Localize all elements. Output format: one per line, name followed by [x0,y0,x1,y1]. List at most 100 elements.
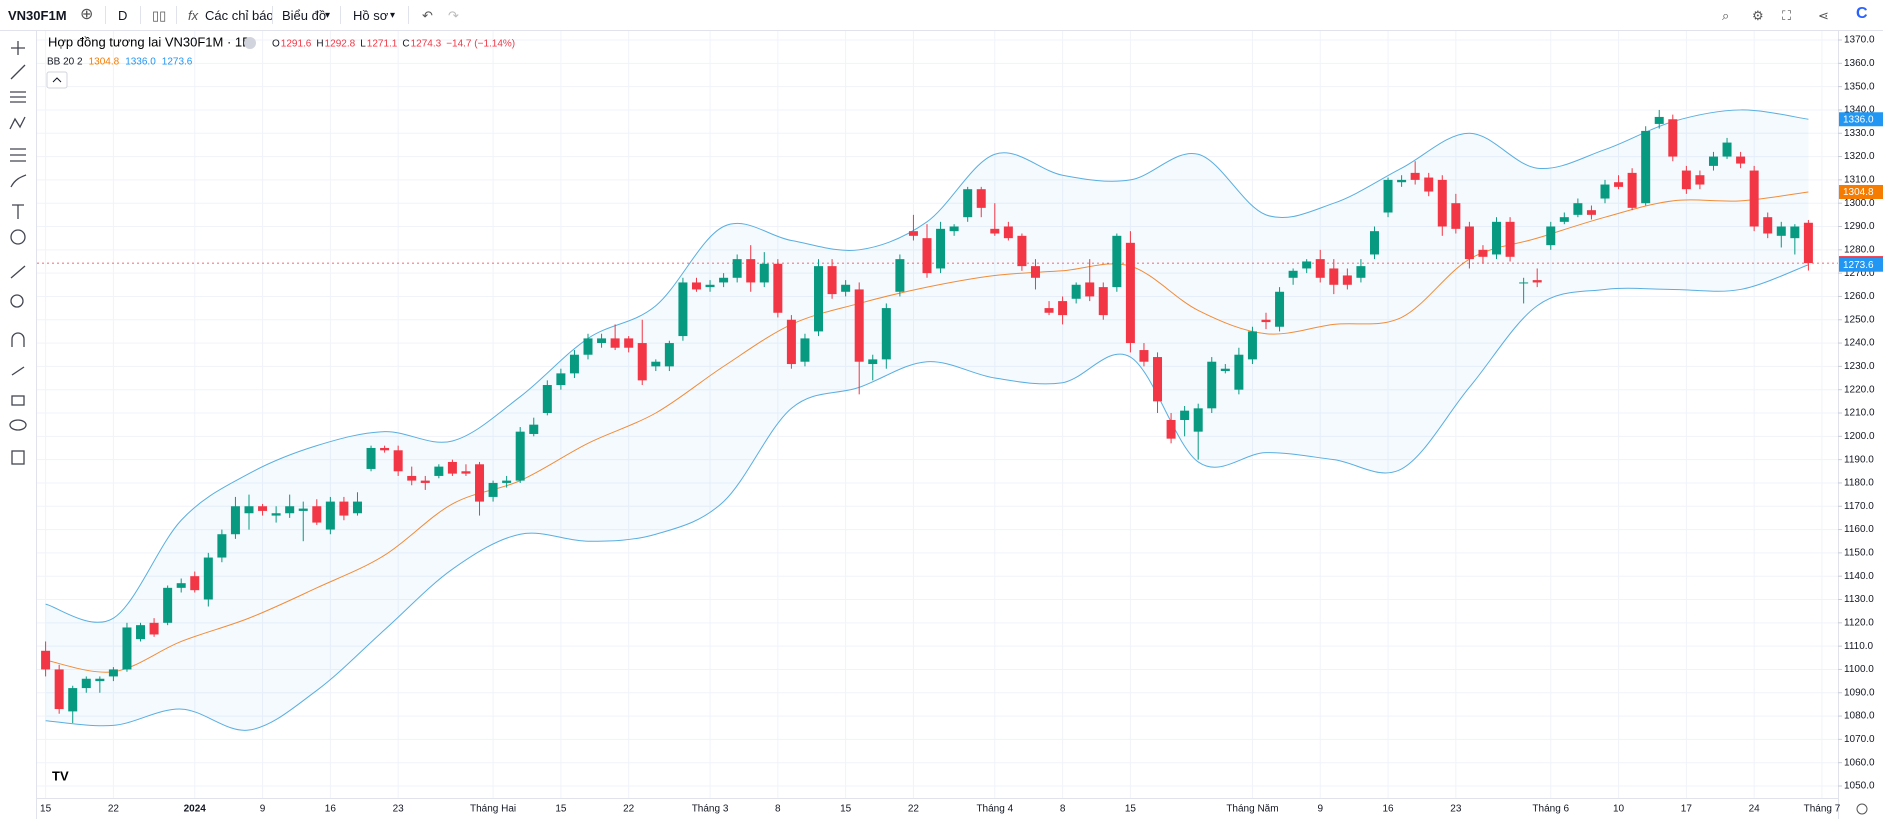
ohlc-value: 1291.6 [281,39,312,50]
settings-corner[interactable] [1856,803,1868,815]
x-tick-label: 23 [393,804,405,815]
interval[interactable]: D [118,8,128,23]
candle-body [1112,235,1122,288]
candle-body [420,480,430,483]
candle-body [529,424,539,434]
candle-body [1492,221,1502,255]
settings[interactable]: ⚙ [1752,8,1764,23]
pattern[interactable] [9,116,26,130]
candle-body [1220,368,1230,372]
text-tool[interactable] [12,204,24,219]
candle-body [285,506,295,514]
y-tick-label: 1050.0 [1844,781,1875,792]
candle-body [502,480,512,483]
brush[interactable] [10,174,27,188]
trash[interactable] [11,450,25,465]
candle-body [1708,156,1718,166]
undo[interactable]: ↶ [422,8,433,23]
candle-body [95,678,105,682]
candle-body [149,622,159,635]
ohlc-letter: C [402,39,409,50]
y-tick-label: 1330.0 [1844,128,1875,139]
x-tick-label: 15 [1125,804,1137,815]
candle-body [122,627,132,670]
bb-upper [45,109,1809,623]
bb-lower [45,264,1809,731]
ruler[interactable] [10,265,26,279]
candle-body [203,557,213,600]
x-tick-label: Tháng 3 [692,804,729,815]
search[interactable]: ⌕ [1722,8,1730,23]
candle-body [136,625,146,640]
lock-draw[interactable] [11,366,25,376]
x-tick-label: 24 [1749,804,1761,815]
candle-body [1519,282,1529,284]
symbol[interactable]: VN30F1M [8,8,67,23]
candle-body [1464,226,1474,260]
visibility[interactable] [9,419,27,431]
fib[interactable] [10,91,26,103]
y-tick-label: 1110.0 [1844,641,1874,652]
menu-chart[interactable]: Biểu đồ [282,8,327,23]
collapse-button[interactable] [46,71,68,89]
candle-body [515,431,525,481]
x-tick-label: Tháng 6 [1532,804,1569,815]
trendline[interactable] [10,64,26,80]
candle-body [108,669,118,677]
ohlc-value: 1271.1 [367,39,398,50]
lock[interactable] [11,395,25,406]
x-tick-label: 2024 [184,804,207,815]
candle-body [312,506,322,523]
menu-indicators[interactable]: Các chỉ báo [205,8,274,23]
candle-body [597,338,607,344]
left-toolbar [0,31,37,819]
magnet[interactable] [11,332,25,347]
ohlc-letter: O [272,39,280,50]
x-tick-label: Tháng Năm [1226,804,1278,815]
candle-body [1627,172,1637,208]
x-tick-label: 15 [555,804,567,815]
candle-body [1030,266,1040,278]
logo: C [1856,5,1868,22]
y-tick-label: 1100.0 [1844,664,1874,675]
crosshair[interactable] [11,41,25,55]
candle-body [583,338,593,355]
candle-body [1600,184,1610,199]
add-symbol[interactable]: ⊕ [80,6,94,23]
candle-body [664,343,674,367]
redo[interactable]: ↷ [448,8,459,23]
legend-toggle[interactable] [244,37,256,49]
candle-body [475,464,485,502]
candle-body [41,650,51,670]
candle-body [1356,266,1366,278]
y-tick-label: 1170.0 [1844,501,1874,512]
fullscreen[interactable]: ⛶ [1782,8,1792,23]
candle-body [1776,226,1786,236]
candle-body [380,447,390,451]
y-tick-label: 1070.0 [1844,734,1875,745]
menu-profile[interactable]: Hồ sơ [353,8,389,23]
tv-logo: TV [52,768,69,783]
candle-body [1207,361,1217,409]
candle-body [244,506,254,514]
y-tick-label: 1190.0 [1844,454,1874,465]
y-tick-label: 1060.0 [1844,757,1875,768]
y-tick-label: 1180.0 [1844,478,1874,489]
y-tick-label: 1300.0 [1844,198,1875,209]
projection[interactable] [10,148,26,162]
zoom[interactable] [10,294,24,308]
price-badge [1839,184,1883,199]
emoji[interactable] [10,229,26,245]
candle-body [1641,130,1651,204]
y-tick-label: 1200.0 [1844,431,1875,442]
candle-body [434,466,444,476]
y-tick-label: 1340.0 [1844,105,1875,116]
share[interactable]: ⋖ [1818,8,1829,23]
candle-body [1722,142,1732,157]
candle-body [190,576,200,591]
chart-type[interactable]: ▯▯ [152,8,167,23]
candle-body [908,231,918,236]
candle-body [1437,179,1447,227]
y-tick-label: 1250.0 [1844,314,1875,325]
candle-body [54,669,64,710]
